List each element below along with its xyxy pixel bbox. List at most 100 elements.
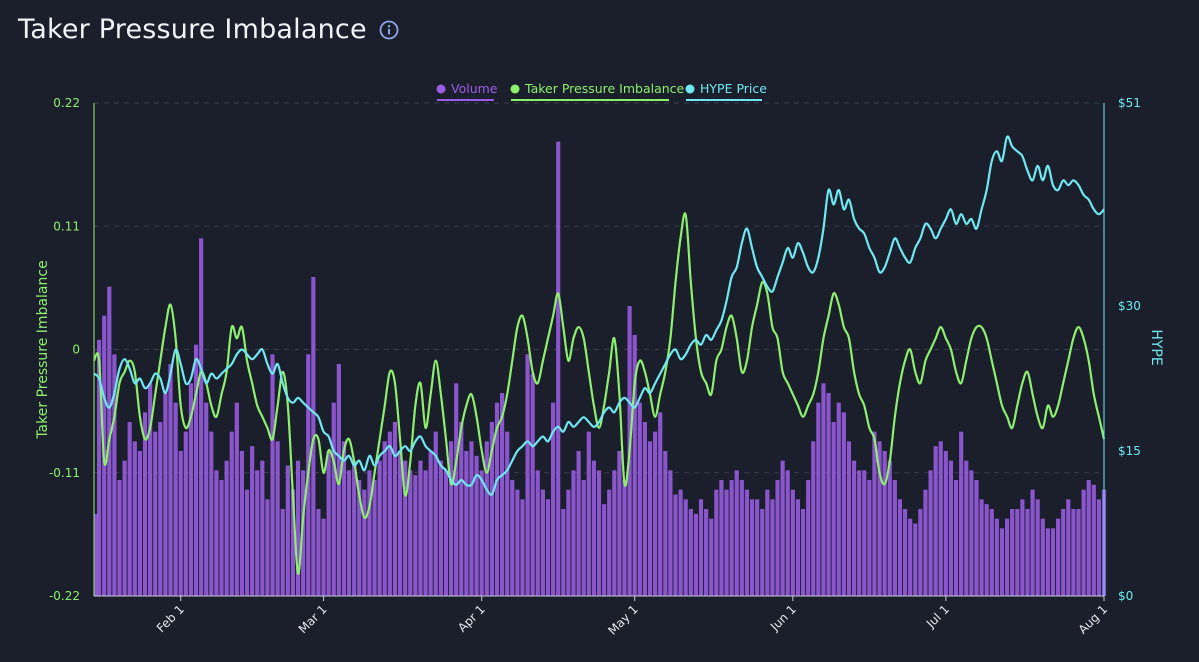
volume-bar [489,422,494,596]
legend-item-taker-pressure-imbalance[interactable]: Taker Pressure Imbalance [510,81,685,101]
legend-marker [436,84,446,94]
volume-bar [887,460,892,596]
legend[interactable]: Volume Taker Pressure Imbalance HYPE Price [436,81,768,101]
x-tick-label: Aug 1 [1076,602,1111,637]
volume-bar [928,470,933,596]
volume-bar [234,402,239,596]
volume-bar [469,441,474,596]
series-lines [92,135,1106,575]
volume-bar [1050,528,1056,596]
volume-bar [173,402,178,596]
volume-bar [1086,480,1091,596]
volume-bar [295,460,301,596]
volume-bar [214,470,219,596]
volume-bar [199,238,204,597]
volume-bar [979,499,984,596]
volume-bar [357,480,362,596]
volume-bar [397,451,403,596]
volume-bar [806,480,811,596]
volume-bar [663,451,668,596]
volume-bar [969,470,974,596]
volume-bar [857,470,862,596]
volume-bar [933,446,938,596]
volume-bar [132,441,137,596]
volume-bar [913,523,918,596]
volume-bar [734,470,739,596]
volume-bar [433,431,438,596]
volume-bar [714,489,719,596]
volume-bar [377,460,382,596]
volume-bar [525,354,530,596]
volume-bar [193,344,199,596]
volume-bar [239,451,245,596]
volume-bar [780,460,785,596]
volume-bar [94,513,99,596]
chart-header: Taker Pressure Imbalance [18,14,399,45]
volume-bar [1076,509,1081,596]
y-right-tick-label: $30 [1118,299,1141,313]
volume-bar [841,412,846,596]
volume-bar [974,480,979,596]
y-left-tick-label: -0.11 [49,466,80,480]
volume-bar [158,422,163,596]
volume-bar [989,509,994,596]
volume-bar [831,422,836,596]
volume-bar [117,480,122,596]
volume-bar [673,494,678,596]
volume-bar [545,499,551,596]
volume-bar [826,393,831,596]
volume-bar [683,499,688,596]
y-right-tick-label: $0 [1118,589,1133,603]
volume-bar [382,441,387,596]
volume-bar [418,460,423,596]
info-icon[interactable] [379,20,399,40]
volume-bar [1004,518,1010,596]
volume-bar [959,431,964,596]
volume-bar [724,489,729,596]
volume-bar [285,465,290,596]
legend-marker [510,84,520,94]
volume-bar [760,509,765,596]
volume-bar [678,489,683,596]
volume-bar [1020,499,1025,596]
volume-bar [1081,489,1086,596]
volume-bar [454,383,459,596]
volume-bar [403,460,408,596]
volume-bar [576,451,581,596]
volume-bar [719,480,724,596]
volume-bar [484,441,489,596]
volume-bar [877,441,882,596]
y-right-axis-title: HYPE [1148,329,1164,365]
volume-bar [795,499,801,596]
volume-bar [127,422,132,596]
y-left-tick-label: -0.22 [49,589,80,603]
volume-bar [423,470,428,596]
volume-bar [637,402,642,596]
volume-bar [1071,509,1076,596]
volume-bar [1091,484,1096,596]
volume-bar [902,509,908,596]
volume-bar [642,422,647,596]
volume-bar [607,489,612,596]
y-right-tick-label: $51 [1118,96,1141,110]
legend-item-volume[interactable]: Volume [436,81,498,101]
volume-bar [658,412,663,596]
volume-bar [219,480,224,596]
volume-bar [836,402,841,596]
volume-bar [851,460,857,596]
y-left-axis-title: Taker Pressure Imbalance [35,260,51,439]
volume-bar [137,451,142,596]
grid-lines [94,102,1104,474]
volume-bar [505,431,510,596]
volume-bar [647,441,653,596]
volume-bar [688,509,693,596]
volume-bar [275,441,280,596]
volume-bar [755,499,760,596]
legend-item-hype-price[interactable]: HYPE Price [685,81,768,101]
volume-bar [1096,499,1101,596]
volume-bar [204,402,209,596]
volume-bar [1035,499,1040,596]
volume-bar [765,489,770,596]
volume-bar [443,470,449,596]
